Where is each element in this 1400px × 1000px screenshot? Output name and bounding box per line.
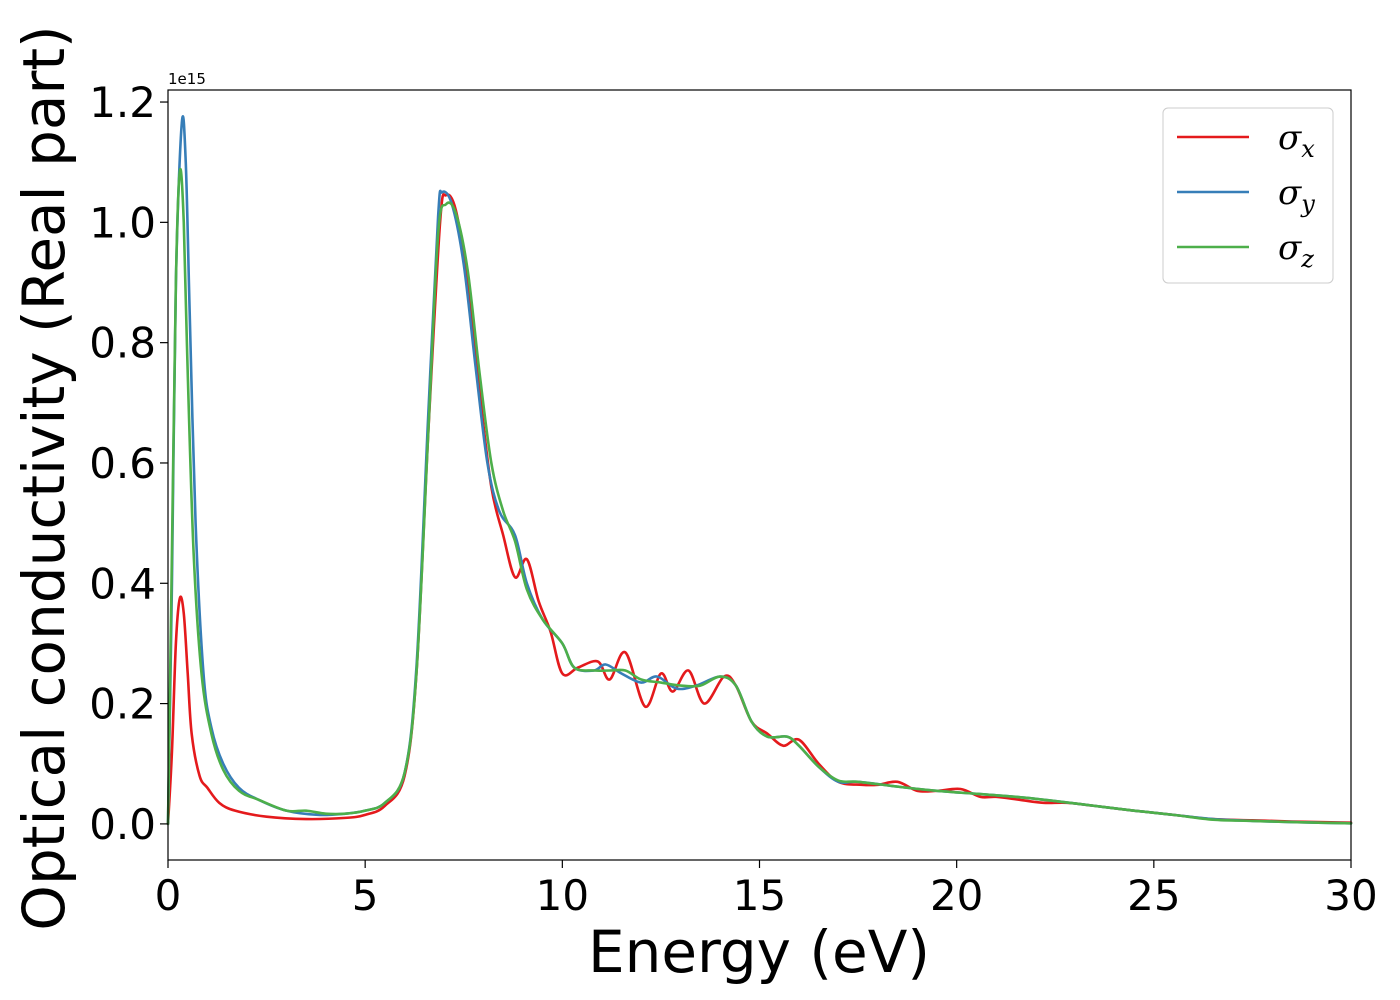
x-tick-label: 5	[352, 871, 379, 920]
y-axis-ticks: 0.0 0.2 0.4 0.6 0.8 1.0 1.2	[89, 78, 168, 849]
y-tick-label: 0.6	[89, 439, 156, 488]
y-tick-label: 0.4	[89, 559, 156, 608]
legend-frame	[1162, 107, 1334, 284]
legend-label-z: σz	[1278, 228, 1314, 273]
x-tick-label: 25	[1127, 871, 1180, 920]
y-tick-label: 0.2	[89, 680, 156, 729]
y-tick-label: 1.0	[89, 198, 156, 247]
x-tick-label: 20	[930, 871, 983, 920]
y-offset-text: 1e15	[168, 70, 206, 88]
plot-lines	[166, 114, 1353, 826]
x-axis-title: Energy (eV)	[588, 918, 930, 986]
x-axis-ticks: 0 5 10 15 20 25 30	[155, 860, 1378, 920]
x-tick-label: 10	[536, 871, 589, 920]
y-axis-title: Optical conductivity (Real part)	[10, 25, 78, 930]
x-tick-label: 15	[733, 871, 786, 920]
y-tick-label: 0.8	[89, 319, 156, 368]
y-tick-label: 1.2	[89, 78, 156, 127]
series-line-z	[166, 167, 1353, 826]
x-tick-label: 30	[1324, 871, 1377, 920]
series-line-x	[166, 192, 1353, 826]
y-tick-label: 0.0	[89, 800, 156, 849]
x-tick-label: 0	[155, 871, 182, 920]
